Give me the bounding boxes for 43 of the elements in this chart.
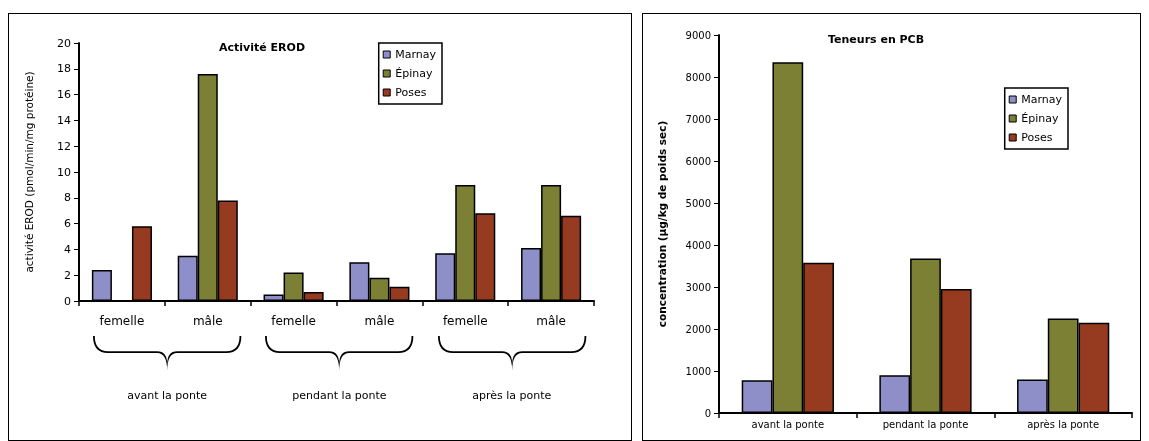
y-tick-label: 18: [57, 62, 71, 76]
y-tick-label: 4: [64, 242, 71, 256]
y-tick-label: 16: [57, 88, 71, 102]
y-tick-label: 1000: [685, 365, 711, 377]
text: après la ponte: [471, 389, 553, 402]
x-tick-label: femelle: [99, 314, 145, 328]
y-tick-label: 2: [64, 268, 71, 282]
x-tick-label: pendant la ponte: [882, 418, 969, 430]
x-tick-label: avant la ponte: [751, 418, 825, 430]
chart-title: Teneurs en PCB: [828, 33, 925, 46]
y-tick-label: 20: [57, 36, 71, 50]
x-tick-label: femelle: [271, 314, 316, 328]
y-tick-label: 0: [704, 407, 711, 419]
legend-label: Poses: [1021, 131, 1053, 144]
y-tick-label: 6000: [685, 155, 711, 167]
y-tick-label: 7000: [685, 113, 711, 125]
text: avant la ponte: [126, 389, 209, 402]
x-tick-label: mâle: [364, 314, 395, 328]
y-tick-label: 10: [57, 165, 71, 179]
x-tick-label: après la ponte: [1027, 418, 1100, 430]
y-axis-title: concentration (µg/kg de poids sec): [655, 120, 668, 328]
y-tick-label: 8000: [685, 71, 711, 83]
legend-label: Poses: [395, 86, 427, 99]
y-tick-label: 0: [64, 294, 71, 308]
y-tick-label: 2000: [685, 323, 711, 335]
x-tick-label: mâle: [192, 314, 223, 328]
y-tick-label: 8: [64, 191, 71, 205]
x-tick-label: femelle: [442, 314, 488, 328]
x-tick-label: mâle: [536, 314, 566, 328]
y-tick-label: 4000: [685, 239, 711, 251]
chart-title: Activité EROD: [219, 41, 306, 54]
text: pendant la ponte: [291, 389, 388, 402]
y-axis-title: activité EROD (pmol/min/mg protéine): [22, 71, 35, 273]
legend-label: Épinay: [395, 67, 433, 80]
legend-label: Épinay: [1021, 112, 1059, 125]
y-tick-label: 9000: [685, 29, 711, 41]
legend-label: Marnay: [395, 48, 437, 61]
y-tick-label: 6: [64, 217, 71, 231]
y-tick-label: 14: [57, 113, 71, 127]
y-tick-label: 12: [57, 139, 71, 153]
y-tick-label: 5000: [685, 197, 711, 209]
legend-label: Marnay: [1021, 93, 1063, 106]
y-tick-label: 3000: [685, 281, 711, 293]
